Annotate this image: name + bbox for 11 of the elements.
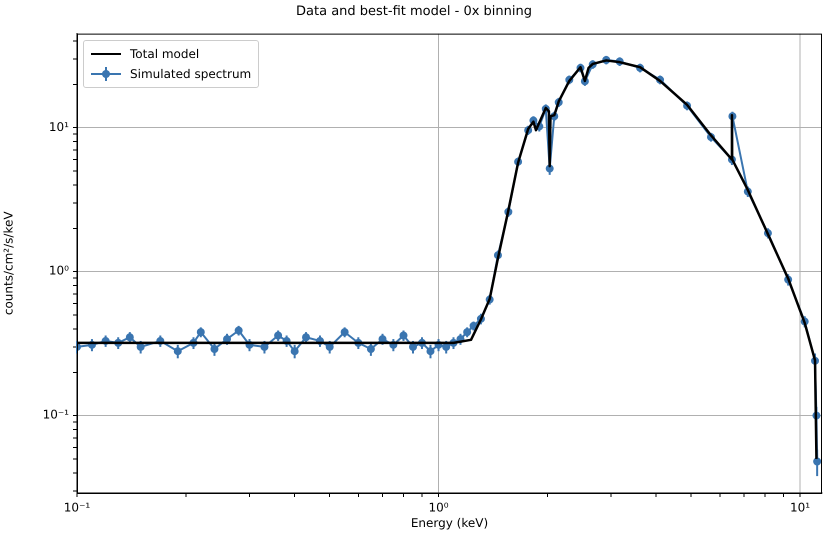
chart-title: Data and best-fit model - 0x binning	[296, 4, 532, 20]
x-tick-label: 10¹	[790, 500, 810, 514]
legend-label: Simulated spectrum	[130, 67, 252, 81]
y-tick-label: 10⁻¹	[42, 408, 70, 422]
y-tick-label: 10¹	[48, 120, 70, 134]
x-tick-label: 10⁻¹	[64, 500, 90, 514]
y-axis-title: counts/cm²/s/keV	[1, 210, 16, 316]
x-tick-label: 10⁰	[428, 500, 449, 514]
x-axis-title: Energy (keV)	[410, 516, 488, 530]
y-tick-label: 10⁰	[48, 264, 70, 278]
legend-label: Total model	[130, 47, 200, 61]
